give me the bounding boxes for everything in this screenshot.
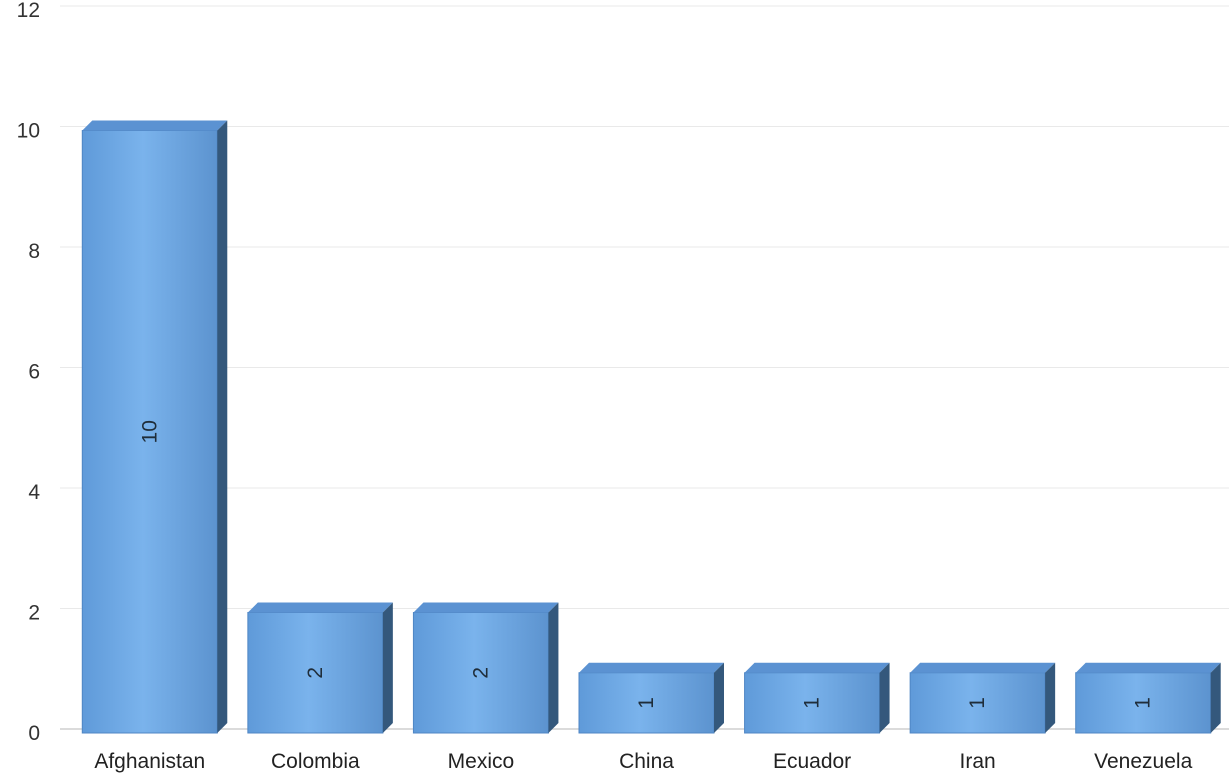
x-category-label: China xyxy=(619,750,674,773)
y-tick-label: 12 xyxy=(17,0,40,22)
bar-front xyxy=(578,672,715,734)
bar-side xyxy=(382,602,393,733)
bar-data-label: 2 xyxy=(304,667,327,679)
bar-top xyxy=(247,602,393,613)
x-category-label: Afghanistan xyxy=(94,750,205,773)
bar-top xyxy=(744,662,890,673)
bar-data-label: 1 xyxy=(966,697,989,709)
bar-front xyxy=(909,672,1046,734)
x-category-label: Colombia xyxy=(271,750,360,773)
bar-data-label: 1 xyxy=(635,697,658,709)
y-tick-label: 2 xyxy=(28,602,40,625)
bar-data-label: 2 xyxy=(469,667,492,679)
bar-top xyxy=(1075,662,1221,673)
bar-side xyxy=(1210,662,1221,733)
bar-mexico: 2 xyxy=(412,602,559,734)
bars: 10 2 2 1 1 1 1 xyxy=(81,120,1221,734)
bar-top xyxy=(579,662,724,673)
bar-side xyxy=(548,602,559,733)
bar-side xyxy=(879,662,890,733)
bar-top xyxy=(82,120,228,131)
bar-china: 1 xyxy=(578,662,724,734)
x-axis-labels: Afghanistan Colombia Mexico China Ecuador Ira… xyxy=(94,750,1192,773)
x-category-label: Iran xyxy=(960,750,996,773)
bar-front xyxy=(744,672,881,734)
bar-side xyxy=(217,120,228,733)
bar-data-label: 10 xyxy=(138,420,161,443)
bar-data-label: 1 xyxy=(1132,697,1155,709)
bar-top xyxy=(910,662,1056,673)
y-tick-label: 4 xyxy=(28,481,40,504)
bar-venezuela: 1 xyxy=(1075,662,1221,734)
bar-top xyxy=(413,602,559,613)
y-tick-label: 6 xyxy=(28,361,40,384)
y-axis-ticks: 0 2 4 6 8 10 12 xyxy=(17,0,41,745)
y-tick-label: 8 xyxy=(28,240,40,263)
bar-iran: 1 xyxy=(909,662,1056,734)
gridlines xyxy=(60,5,1229,730)
bar-side xyxy=(714,662,724,733)
y-tick-label: 0 xyxy=(28,722,40,745)
x-category-label: Venezuela xyxy=(1094,750,1192,773)
bar-front xyxy=(247,612,384,734)
bar-front xyxy=(412,612,549,734)
bar-side xyxy=(1045,662,1056,733)
bar-front xyxy=(81,130,218,734)
bar-colombia: 2 xyxy=(247,602,393,734)
bar-afghanistan: 10 xyxy=(81,120,228,734)
y-tick-label: 10 xyxy=(17,120,40,143)
x-category-label: Mexico xyxy=(448,750,515,773)
bar-data-label: 1 xyxy=(801,697,824,709)
x-category-label: Ecuador xyxy=(773,750,851,773)
bar-ecuador: 1 xyxy=(744,662,890,734)
